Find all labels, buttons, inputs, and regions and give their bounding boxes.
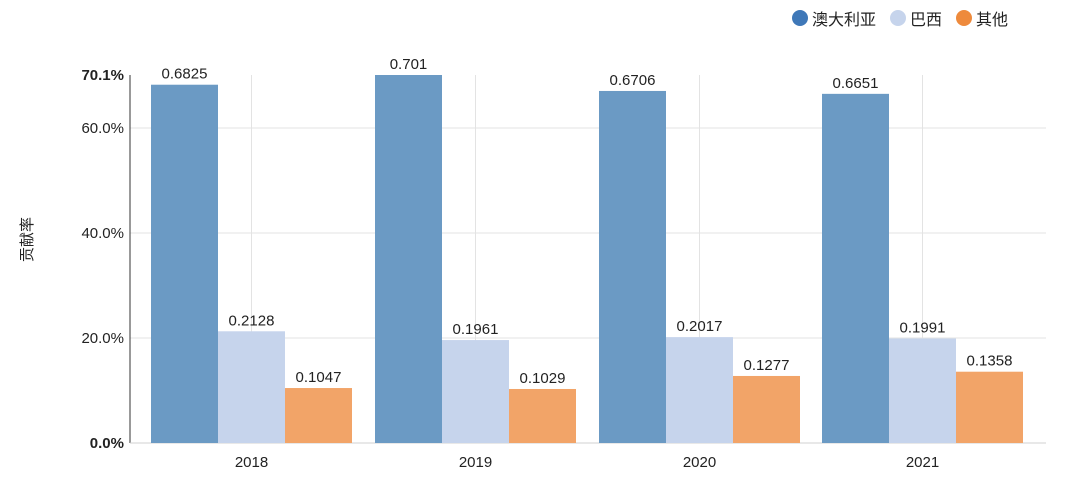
data-label: 0.1277 bbox=[744, 357, 790, 374]
y-tick-label: 0.0% bbox=[90, 435, 124, 452]
y-tick-label: 70.1% bbox=[81, 67, 124, 84]
data-label: 0.1358 bbox=[967, 353, 1013, 370]
legend-swatch-other bbox=[955, 10, 972, 26]
bar bbox=[733, 375, 800, 443]
bar bbox=[956, 371, 1023, 443]
bar bbox=[509, 388, 576, 443]
legend-label-other: 其他 bbox=[975, 12, 1008, 29]
legend-label-australia: 澳大利亚 bbox=[811, 12, 876, 29]
data-label: 0.2128 bbox=[229, 312, 275, 329]
bar bbox=[889, 338, 956, 443]
legend-item-other[interactable]: 其他 bbox=[955, 6, 1008, 30]
x-tick-label: 2020 bbox=[683, 454, 716, 471]
legend-swatch-brazil bbox=[889, 10, 906, 26]
data-label: 0.6651 bbox=[833, 75, 879, 92]
x-tick-label: 2019 bbox=[459, 454, 492, 471]
data-label: 0.1961 bbox=[453, 321, 499, 338]
legend-label-brazil: 巴西 bbox=[909, 12, 942, 29]
x-tick-label: 2021 bbox=[906, 454, 939, 471]
data-label: 0.1029 bbox=[520, 370, 566, 387]
bar bbox=[822, 93, 889, 443]
bar bbox=[285, 388, 352, 443]
legend-item-australia[interactable]: 澳大利亚 bbox=[791, 6, 876, 30]
data-label: 0.2017 bbox=[677, 318, 723, 335]
bar bbox=[666, 337, 733, 443]
data-label: 0.1991 bbox=[900, 319, 946, 336]
legend: 澳大利亚 巴西 其他 bbox=[791, 6, 1008, 30]
y-tick-label: 60.0% bbox=[81, 120, 124, 137]
bar bbox=[218, 331, 285, 443]
bar bbox=[151, 84, 218, 443]
data-label: 0.6825 bbox=[162, 66, 208, 83]
y-tick-label: 40.0% bbox=[81, 225, 124, 242]
x-tick-label: 2018 bbox=[235, 454, 268, 471]
data-label: 0.6706 bbox=[610, 72, 656, 89]
data-label: 0.701 bbox=[390, 56, 428, 73]
bar bbox=[599, 90, 666, 443]
bar bbox=[375, 75, 442, 443]
legend-item-brazil[interactable]: 巴西 bbox=[889, 6, 942, 30]
data-label: 0.1047 bbox=[296, 369, 342, 386]
y-tick-label: 20.0% bbox=[81, 330, 124, 347]
legend-swatch-australia bbox=[791, 10, 808, 26]
bar bbox=[442, 340, 509, 443]
